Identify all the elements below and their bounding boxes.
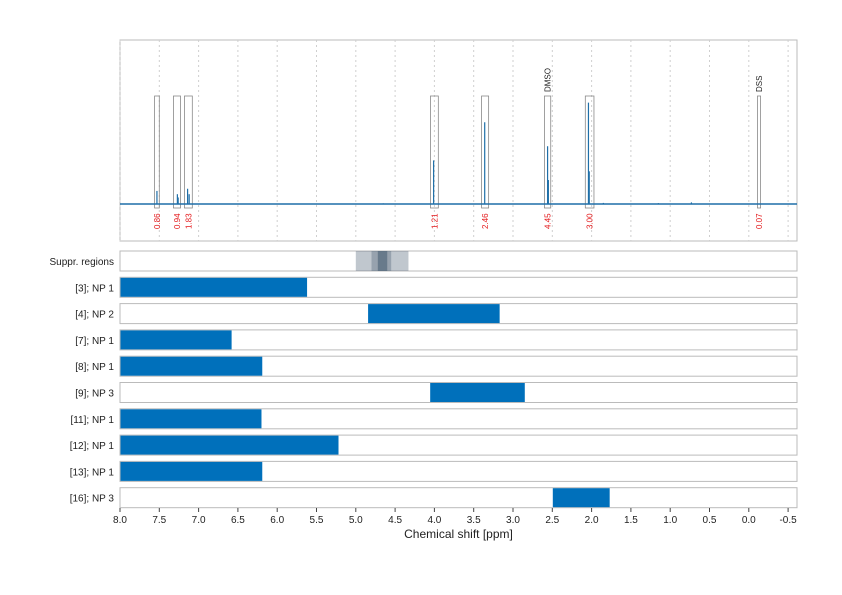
- x-tick-label-15: 0.5: [703, 515, 717, 526]
- integral-regions: [154, 95, 761, 209]
- integral-box-1: [173, 95, 181, 209]
- reference-label-dmso: DMSO: [544, 68, 553, 92]
- integral-box-6: [584, 95, 595, 209]
- ranges-panel: Suppr. regions [3]; NP 1 [4]; NP 2 [7]; NP …: [50, 250, 798, 509]
- x-tick-label-8: 4.0: [427, 515, 441, 526]
- suppressed-regions-frame: [119, 250, 798, 272]
- range-row-label-5: [11]; NP 1: [70, 415, 114, 426]
- range-bar-5: [120, 409, 262, 429]
- integral-label-0: 0.86: [153, 213, 162, 229]
- x-tick-label-11: 2.5: [545, 515, 559, 526]
- integral-box-2: [184, 95, 193, 209]
- spectrum-trace: [120, 102, 797, 205]
- x-tick-label-3: 6.5: [231, 515, 245, 526]
- range-bar-1: [368, 304, 500, 324]
- x-tick-label-10: 3.0: [506, 515, 520, 526]
- x-tick-label-9: 3.5: [467, 515, 481, 526]
- range-bar-4: [430, 383, 525, 402]
- x-tick-label-16: 0.0: [742, 515, 756, 526]
- range-row-frame-3: [119, 355, 798, 377]
- range-row-label-6: [12]; NP 1: [70, 441, 115, 452]
- integral-label-6: 3.00: [586, 213, 595, 229]
- range-bar-6: [120, 435, 339, 455]
- x-tick-label-17: -0.5: [779, 515, 797, 526]
- range-row-label-0: [3]; NP 1: [75, 283, 114, 294]
- reference-label-dss: DSS: [755, 76, 764, 92]
- spectrum-panel: 0.86 0.94 1.83 1.21 2.46 4.45 3.00 0.07 DMSO DSS: [119, 39, 798, 242]
- integral-box-0: [154, 95, 160, 209]
- integral-label-5: 4.45: [544, 213, 553, 229]
- integral-box-3: [430, 95, 439, 209]
- range-row-frame-2: [119, 329, 798, 351]
- range-row-frame-8: [119, 487, 798, 509]
- range-row-label-1: [4]; NP 2: [75, 310, 114, 321]
- x-tick-label-0: 8.0: [113, 515, 127, 526]
- x-axis: 8.0 7.5 7.0 6.5 6.0 5.5 5.0 4.5 4.0 3.5 3.0 2.5 2.0 1…: [113, 508, 797, 541]
- range-row-label-3: [8]; NP 1: [75, 362, 114, 373]
- integral-label-1: 0.94: [173, 213, 182, 229]
- spectrum-gridlines: [119, 40, 789, 241]
- range-row-label-4: [9]; NP 3: [75, 389, 114, 400]
- x-tick-label-6: 5.0: [349, 515, 363, 526]
- range-bar-8: [552, 488, 610, 508]
- range-bar-3: [120, 356, 263, 376]
- x-axis-title: Chemical shift [ppm]: [404, 527, 513, 541]
- x-tick-label-7: 4.5: [388, 515, 402, 526]
- range-row-label-2: [7]; NP 1: [75, 336, 114, 347]
- x-tick-label-5: 5.5: [310, 515, 324, 526]
- x-tick-label-1: 7.5: [152, 515, 166, 526]
- spectrum-frame: [119, 39, 798, 242]
- range-bar-0: [120, 277, 308, 297]
- x-tick-label-12: 2.0: [585, 515, 599, 526]
- integral-label-2: 1.83: [184, 213, 193, 229]
- x-tick-label-4: 6.0: [270, 515, 284, 526]
- integral-box-5: [544, 95, 552, 209]
- integral-box-7: [757, 95, 761, 209]
- x-tick-label-14: 1.0: [663, 515, 677, 526]
- range-row-frame-7: [119, 460, 798, 482]
- x-tick-label-2: 7.0: [192, 515, 206, 526]
- integral-label-4: 2.46: [481, 213, 490, 229]
- integral-labels: 0.86 0.94 1.83 1.21 2.46 4.45 3.00 0.07 DMSO DSS: [153, 68, 764, 229]
- range-row-label-8: [16]; NP 3: [70, 494, 115, 505]
- x-tick-label-13: 1.5: [624, 515, 638, 526]
- suppressed-band-2: [377, 251, 388, 271]
- range-row-label-7: [13]; NP 1: [70, 467, 115, 478]
- range-bar-7: [120, 461, 263, 481]
- integral-box-4: [481, 95, 490, 209]
- range-row-frame-5: [119, 408, 798, 430]
- integral-label-7: 0.07: [755, 213, 764, 229]
- integral-label-3: 1.21: [430, 213, 439, 229]
- suppressed-regions-label: Suppr. regions: [50, 257, 115, 268]
- range-bar-2: [120, 330, 232, 350]
